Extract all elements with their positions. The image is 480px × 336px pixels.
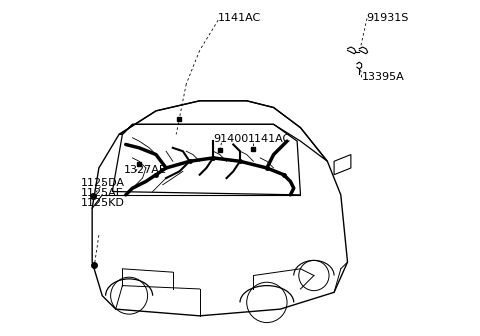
Text: 1141AC: 1141AC [218,13,262,24]
Text: 1327AE: 1327AE [124,165,167,175]
Text: 1125KD: 1125KD [81,198,124,208]
Text: 1141AC: 1141AC [247,134,291,144]
Text: 13395A: 13395A [361,72,404,82]
Text: 1125AE: 1125AE [81,188,123,198]
Text: 91400: 91400 [213,134,248,144]
Text: 1125DA: 1125DA [81,178,124,188]
Text: 91931S: 91931S [366,13,408,24]
